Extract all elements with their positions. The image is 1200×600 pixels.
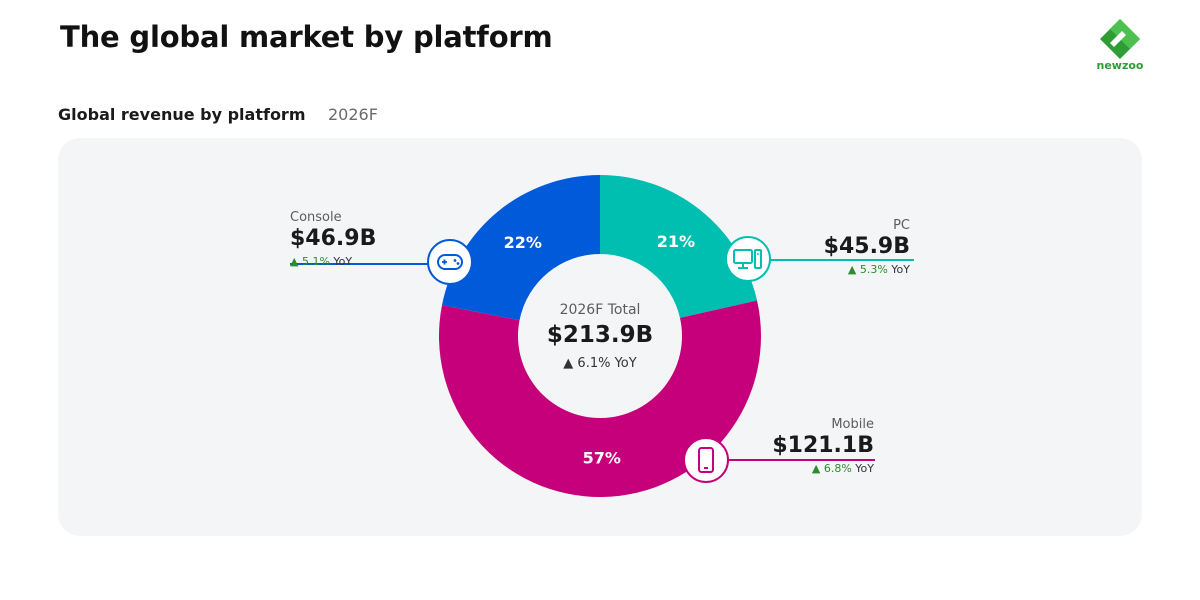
share-label-pc: 21% [657, 232, 695, 251]
segment-name: Mobile [831, 417, 874, 432]
segment-name: PC [893, 218, 910, 233]
up-arrow-icon: ▲ [847, 263, 857, 276]
gamepad-icon [427, 239, 473, 285]
segment-value: $45.9B [823, 234, 910, 259]
up-arrow-icon: ▲ [811, 462, 821, 475]
center-yoy-value: 6.1% [577, 356, 611, 371]
segment-name: Console [290, 210, 342, 225]
desktop-computer-icon [725, 236, 771, 282]
label-mobile: Mobile $121.1B ▲ 6.8% YoY [772, 417, 874, 475]
donut-slice-console [441, 175, 600, 321]
segment-value: $121.1B [772, 433, 874, 458]
up-arrow-icon: ▲ [563, 356, 574, 371]
segment-yoy-suffix: YoY [891, 263, 910, 276]
center-total: 2026F Total $213.9B ▲ 6.1% YoY [520, 302, 680, 371]
segment-yoy-suffix: YoY [855, 462, 874, 475]
center-total-value: $213.9B [546, 322, 654, 348]
chart-year: 2026F [328, 105, 378, 124]
donut-slice-pc [600, 175, 758, 318]
segment-yoy-value: 5.3% [859, 263, 888, 276]
segment-yoy: ▲ 6.8% YoY [772, 462, 874, 475]
donut-slice-mobile [439, 300, 761, 497]
segment-yoy-value: 5.1% [301, 255, 330, 268]
brand-name: newzoo [1096, 59, 1144, 72]
label-pc: PC $45.9B ▲ 5.3% YoY [824, 218, 910, 276]
up-arrow-icon: ▲ [290, 255, 299, 268]
share-label-console: 22% [504, 233, 542, 252]
segment-yoy-value: 6.8% [823, 462, 852, 475]
center-label: 2026F Total [559, 302, 641, 318]
newzoo-logo-icon [1100, 19, 1140, 59]
label-console: Console $46.9B ▲ 5.1% YoY [290, 210, 376, 268]
center-yoy-suffix: YoY [614, 356, 637, 371]
segment-yoy-suffix: YoY [333, 255, 353, 268]
segment-value: $46.9B [290, 226, 377, 251]
segment-yoy: ▲ 5.3% YoY [824, 263, 910, 276]
center-yoy: ▲ 6.1% YoY [520, 356, 680, 371]
page-title: The global market by platform [60, 20, 553, 54]
chart-subtitle: Global revenue by platform [58, 105, 306, 124]
segment-yoy: ▲ 5.1% YoY [290, 255, 376, 268]
smartphone-icon [683, 437, 729, 483]
share-label-mobile: 57% [583, 448, 621, 467]
